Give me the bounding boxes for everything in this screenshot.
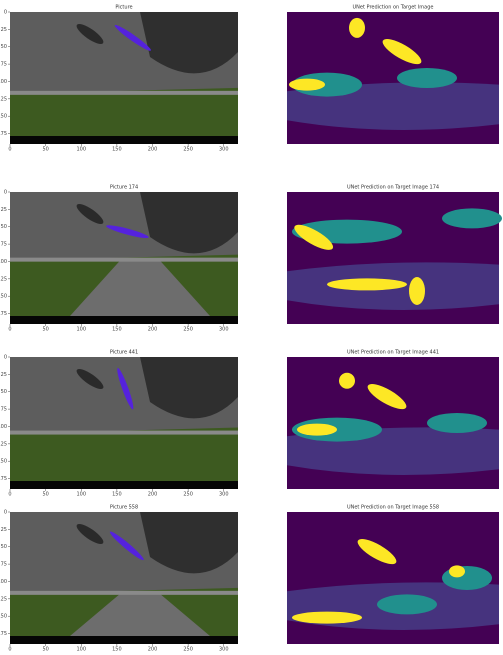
panel-title: UNet Prediction on Target Image 441 — [347, 350, 439, 356]
y-tick-label: 50 — [1, 224, 7, 230]
yellow-class — [289, 79, 325, 91]
track-edge — [10, 258, 238, 262]
y-tick-label: 50 — [1, 389, 7, 395]
y-tick-label: 150 — [0, 459, 7, 465]
y-tick-label: 125 — [0, 441, 7, 447]
x-tick-label: 50 — [42, 647, 48, 653]
y-tick-label: 175 — [0, 131, 7, 137]
x-tick-label: 200 — [148, 147, 158, 153]
black-bar — [10, 136, 238, 144]
x-tick-label: 150 — [112, 492, 122, 498]
ground — [10, 88, 238, 136]
yellow-class — [449, 565, 465, 577]
track-edge — [10, 431, 238, 435]
y-tick-label: 75 — [1, 562, 7, 568]
y-tick-label: 50 — [1, 44, 7, 50]
teal-class — [397, 68, 457, 88]
y-tick-label: 100 — [0, 424, 7, 430]
yellow-class — [349, 18, 365, 38]
black-bar — [10, 636, 238, 644]
teal-class — [377, 594, 437, 614]
x-tick-label: 200 — [148, 492, 158, 498]
figure: Picture UNet Prediction on Target Image 0 2… — [0, 0, 503, 655]
panel-title: Picture 174 — [110, 185, 138, 191]
panel-title: UNet Prediction on Target Image 174 — [347, 185, 439, 191]
panel-title: UNet Prediction on Target Image — [353, 5, 434, 11]
camera-image — [10, 512, 238, 644]
segmentation-image — [287, 192, 502, 324]
camera-image — [10, 357, 238, 489]
y-tick-label: 125 — [0, 276, 7, 282]
x-tick-label: 300 — [219, 147, 229, 153]
segmentation-image — [287, 12, 499, 144]
x-tick-label: 200 — [148, 647, 158, 653]
x-tick-label: 50 — [42, 147, 48, 153]
x-tick-label: 100 — [76, 492, 86, 498]
x-tick-label: 250 — [183, 647, 193, 653]
y-tick-label: 0 — [4, 10, 7, 16]
x-tick-label: 250 — [183, 327, 193, 333]
x-tick-label: 0 — [8, 492, 11, 498]
y-tick-label: 0 — [4, 510, 7, 516]
panel-title: Picture 441 — [110, 350, 138, 356]
y-tick-label: 150 — [0, 294, 7, 300]
y-tick-label: 25 — [1, 527, 7, 533]
black-bar — [10, 316, 238, 324]
y-tick-label: 125 — [0, 596, 7, 602]
x-tick-label: 50 — [42, 492, 48, 498]
y-tick-label: 75 — [1, 242, 7, 248]
ground — [10, 428, 238, 481]
x-tick-label: 100 — [76, 327, 86, 333]
x-tick-label: 200 — [148, 327, 158, 333]
x-tick-label: 0 — [8, 327, 11, 333]
segmentation-image — [287, 357, 499, 489]
x-tick-label: 250 — [183, 492, 193, 498]
y-tick-label: 25 — [1, 207, 7, 213]
x-tick-label: 300 — [219, 647, 229, 653]
panel-title: UNet Prediction on Target Image 558 — [347, 505, 439, 511]
y-tick-label: 175 — [0, 311, 7, 317]
y-tick-label: 100 — [0, 259, 7, 265]
track-edge — [10, 91, 238, 95]
panel-title: Picture 558 — [110, 505, 138, 511]
camera-image — [10, 12, 238, 144]
yellow-class — [327, 278, 407, 290]
x-tick-label: 300 — [219, 327, 229, 333]
yellow-class — [339, 373, 355, 389]
y-tick-label: 50 — [1, 544, 7, 550]
x-tick-label: 150 — [112, 327, 122, 333]
segmentation-image — [287, 512, 499, 644]
panel-title: Picture — [115, 5, 132, 11]
x-tick-label: 0 — [8, 147, 11, 153]
teal-class — [427, 413, 487, 433]
y-tick-label: 25 — [1, 27, 7, 33]
y-tick-label: 25 — [1, 372, 7, 378]
y-tick-label: 0 — [4, 190, 7, 196]
y-tick-label: 75 — [1, 62, 7, 68]
yellow-class — [409, 277, 425, 305]
teal-class — [442, 208, 502, 228]
y-tick-label: 125 — [0, 96, 7, 102]
y-tick-label: 175 — [0, 476, 7, 482]
y-tick-label: 0 — [4, 355, 7, 361]
track-edge — [10, 591, 238, 595]
yellow-class — [297, 424, 337, 436]
x-tick-label: 100 — [76, 147, 86, 153]
y-tick-label: 100 — [0, 579, 7, 585]
black-bar — [10, 481, 238, 489]
y-tick-label: 175 — [0, 631, 7, 637]
y-tick-label: 150 — [0, 114, 7, 120]
camera-image — [10, 192, 238, 324]
y-tick-label: 100 — [0, 79, 7, 85]
x-tick-label: 150 — [112, 647, 122, 653]
x-tick-label: 150 — [112, 147, 122, 153]
x-tick-label: 0 — [8, 647, 11, 653]
x-tick-label: 250 — [183, 147, 193, 153]
x-tick-label: 50 — [42, 327, 48, 333]
x-tick-label: 100 — [76, 647, 86, 653]
y-tick-label: 75 — [1, 407, 7, 413]
x-tick-label: 300 — [219, 492, 229, 498]
yellow-class — [292, 612, 362, 624]
y-tick-label: 150 — [0, 614, 7, 620]
